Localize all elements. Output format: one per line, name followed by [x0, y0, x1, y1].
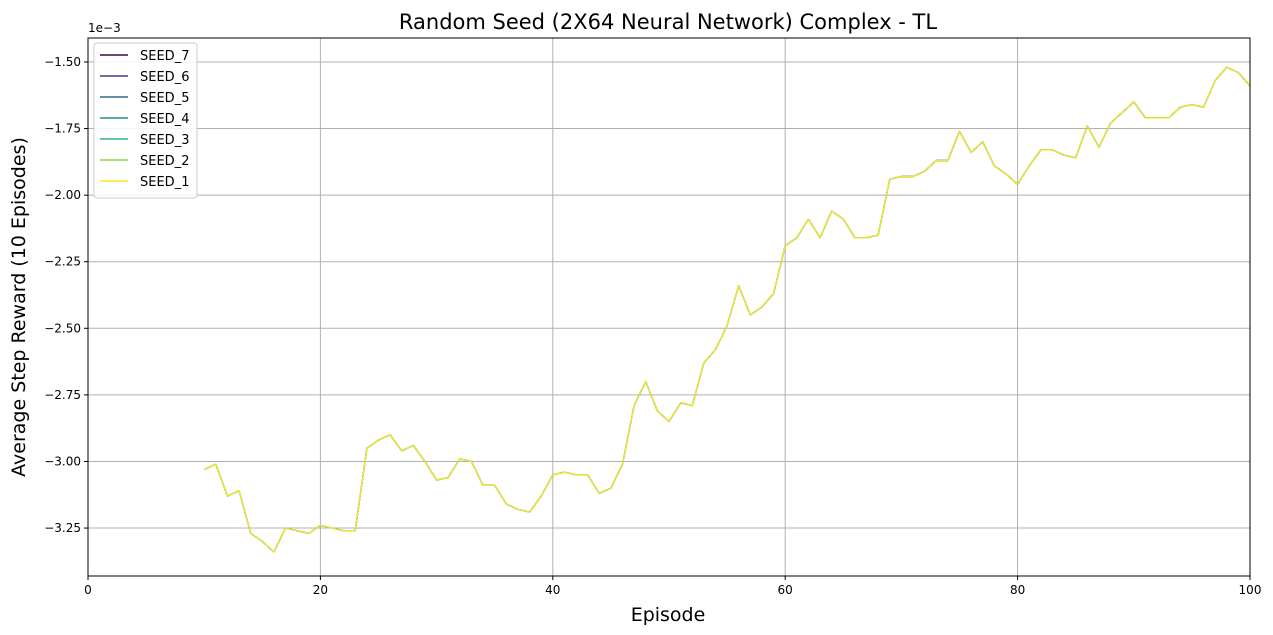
x-tick-label: 0: [84, 583, 92, 597]
y-tick-label: −1.50: [44, 55, 81, 69]
legend-entry: SEED_2: [140, 154, 189, 169]
legend-entry: SEED_3: [140, 133, 189, 148]
y-tick-label: −2.75: [44, 388, 81, 402]
y-tick-label: −2.25: [44, 255, 81, 269]
grid: [87, 38, 1251, 576]
y-tick-label: −2.50: [44, 321, 81, 335]
plot-frame: [87, 37, 1251, 577]
x-tick-label: 80: [1010, 583, 1025, 597]
x-tick-label: 40: [545, 583, 560, 597]
x-axis-label: Episode: [631, 604, 706, 626]
y-axis: −3.25 −3.00 −2.75 −2.50 −2.25 −2.00 −1.75 −1.50: [44, 55, 88, 535]
y-tick-label: −1.75: [44, 122, 81, 136]
x-axis: 0 20 40 60 80 100: [84, 576, 1261, 597]
legend-entry: SEED_4: [140, 112, 189, 127]
series-line-seed-1: [203, 66, 1251, 553]
x-tick-label: 60: [778, 583, 793, 597]
legend-entry: SEED_6: [140, 70, 189, 85]
legend: SEED_7 SEED_6 SEED_5 SEED_4 SEED_3 SEED_2 SEED…: [93, 42, 198, 199]
legend-entry: SEED_5: [140, 91, 189, 106]
y-tick-label: −2.00: [44, 188, 81, 202]
x-tick-label: 20: [313, 583, 328, 597]
y-tick-label: −3.25: [44, 521, 81, 535]
legend-entry: SEED_7: [140, 49, 189, 64]
y-tick-label: −3.00: [44, 454, 81, 468]
y-axis-label: Average Step Reward (10 Episodes): [8, 137, 30, 477]
chart-title: Random Seed (2X64 Neural Network) Comple…: [399, 10, 937, 34]
series-lines: [203, 66, 1251, 553]
legend-entry: SEED_1: [140, 175, 189, 190]
x-tick-label: 100: [1239, 583, 1262, 597]
y-offset-label: 1e−3: [88, 21, 121, 35]
